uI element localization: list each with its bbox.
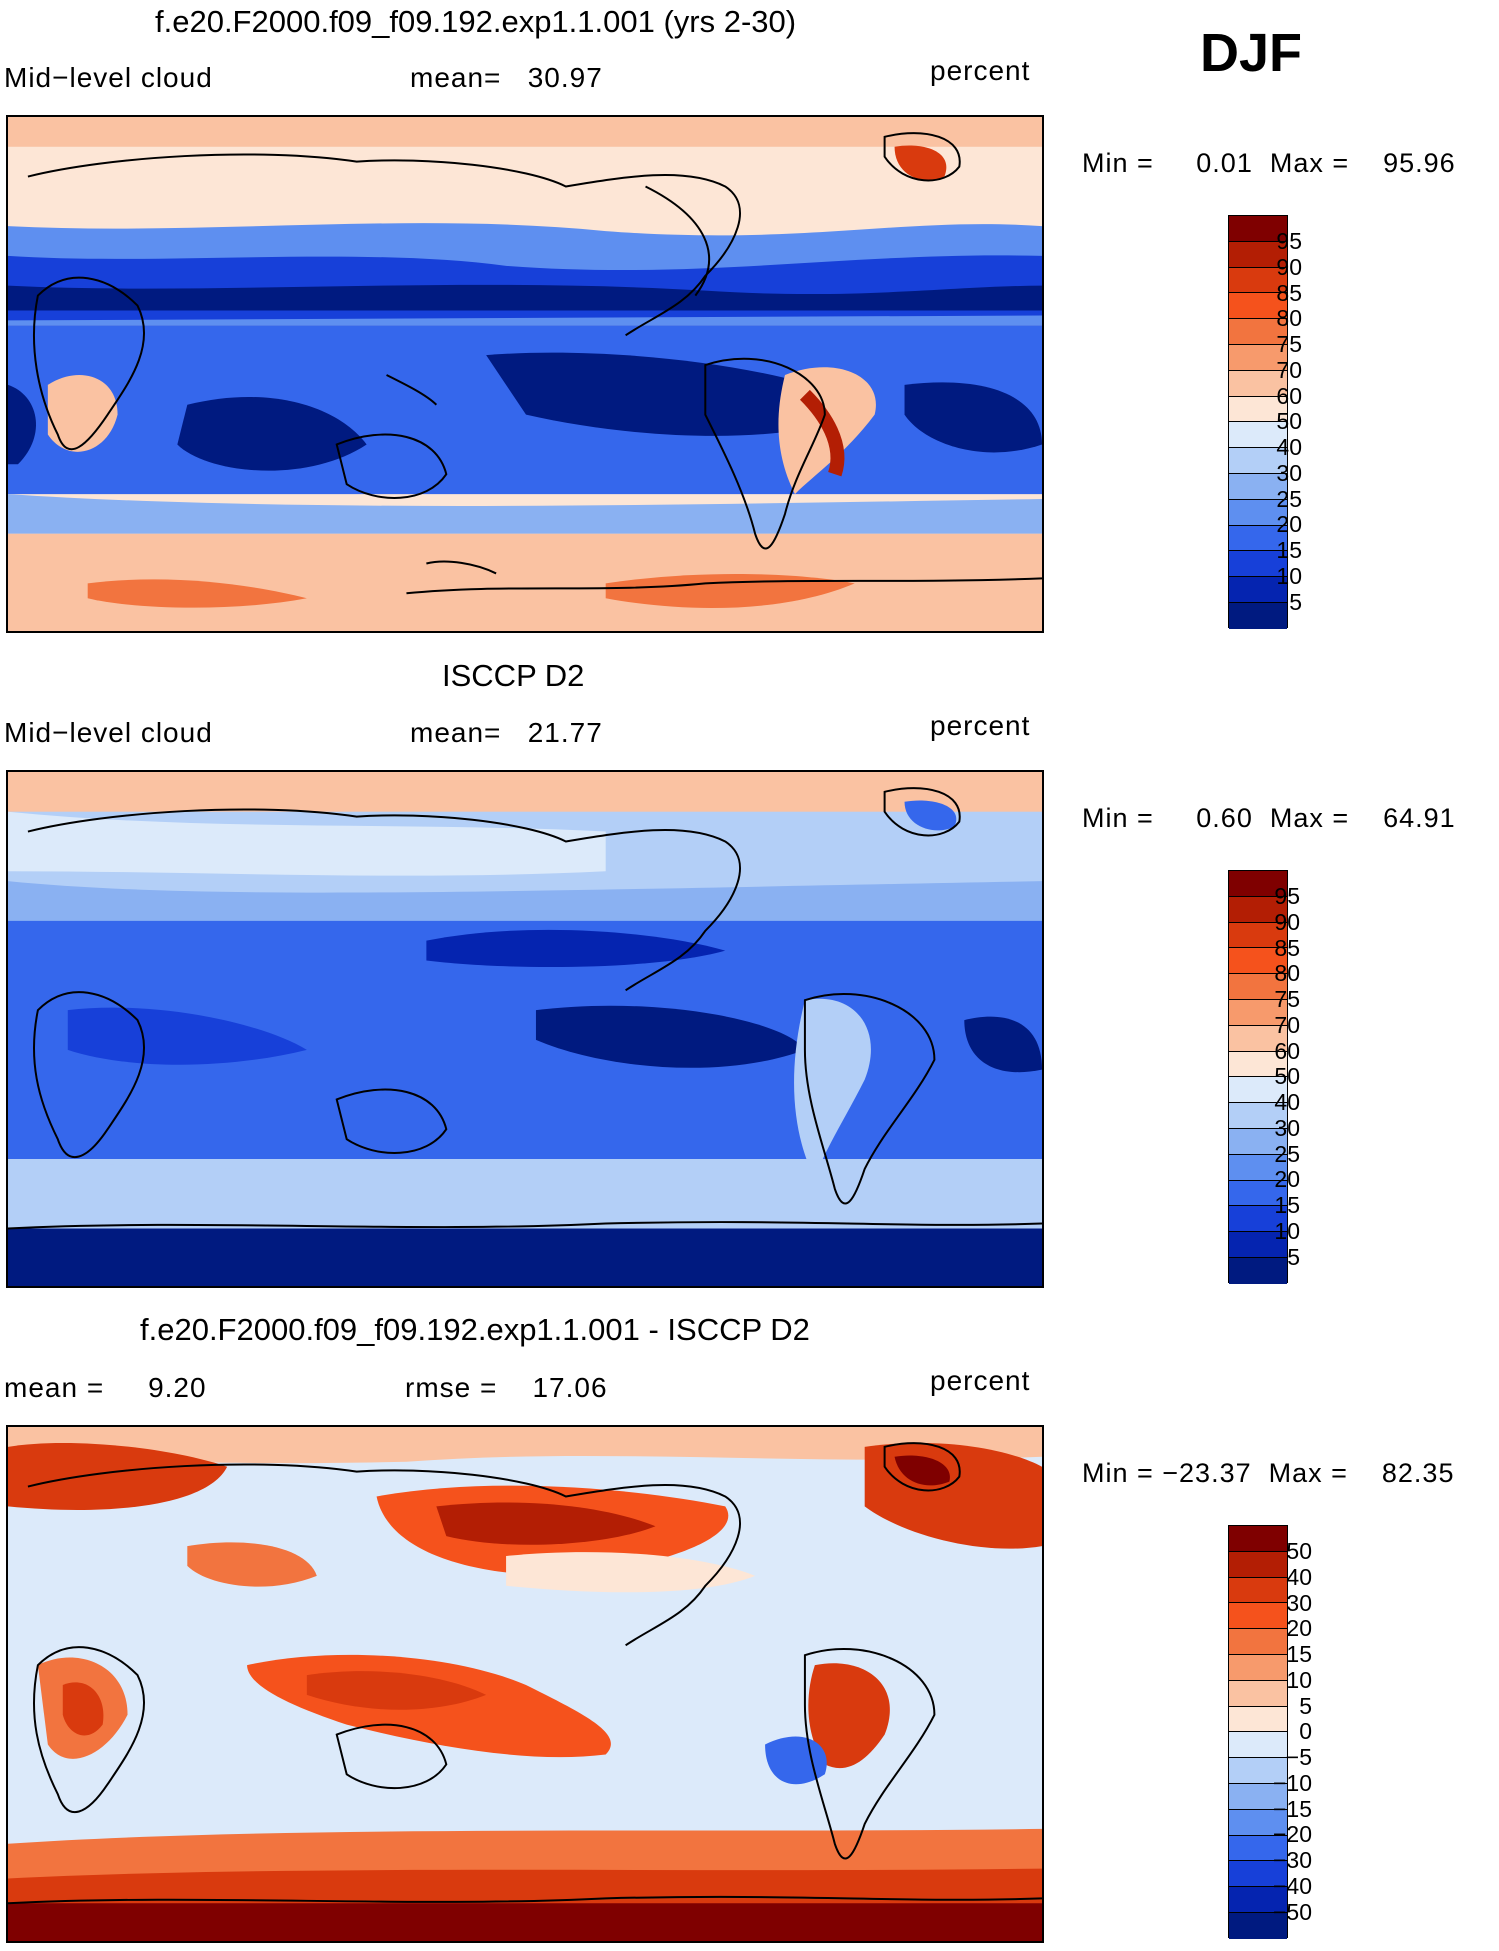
colorbar-label: −20 [1272, 1821, 1312, 1847]
colorbar-label: −30 [1272, 1847, 1312, 1873]
colorbar-label: 10 [1274, 1218, 1300, 1244]
colorbar-label: 75 [1276, 331, 1302, 357]
colorbar-label: 15 [1276, 537, 1302, 563]
colorbar-label: 50 [1274, 1063, 1300, 1089]
colorbar-label: 70 [1276, 357, 1302, 383]
colorbar-label: −5 [1285, 1744, 1312, 1770]
colorbar-label: 80 [1274, 960, 1300, 986]
colorbar-label: 15 [1274, 1192, 1300, 1218]
colorbar-label: 5 [1299, 1693, 1312, 1719]
colorbar-label: 90 [1274, 909, 1300, 935]
colorbar-label: 30 [1276, 460, 1302, 486]
colorbar-label: 95 [1274, 883, 1300, 909]
panel-1-mean: mean= 30.97 [410, 62, 603, 93]
panel-1-map [6, 115, 1044, 633]
panel-2-map-field [8, 772, 1042, 1286]
colorbar-label: 10 [1286, 1667, 1312, 1693]
panel-1-colorbar [1228, 215, 1288, 629]
panel-1-units: percent [930, 55, 1031, 86]
colorbar-label: 20 [1276, 511, 1302, 537]
colorbar-label: −10 [1272, 1770, 1312, 1796]
panel-3-map [6, 1425, 1044, 1943]
colorbar-label: 40 [1276, 434, 1302, 460]
colorbar-label: 85 [1274, 935, 1300, 961]
colorbar-label: 30 [1286, 1590, 1312, 1616]
colorbar-label: 70 [1274, 1012, 1300, 1038]
colorbar-label: 40 [1274, 1089, 1300, 1115]
colorbar-label: 80 [1276, 305, 1302, 331]
colorbar-label: 0 [1299, 1718, 1312, 1744]
panel-2-variable: Mid−level cloud [4, 717, 213, 748]
panel-3-map-field [8, 1427, 1042, 1941]
panel-3-title: f.e20.F2000.f09_f09.192.exp1.1.001 - ISC… [140, 1312, 810, 1347]
colorbar-label: 90 [1276, 254, 1302, 280]
colorbar-label: 10 [1276, 563, 1302, 589]
panel-2-title: ISCCP D2 [442, 658, 585, 693]
colorbar-label: 60 [1274, 1038, 1300, 1064]
colorbar-label: −50 [1272, 1899, 1312, 1925]
panel-2-colorbar [1228, 870, 1288, 1284]
panel-1-variable: Mid−level cloud [4, 62, 213, 93]
panel-3-colorbar [1228, 1525, 1288, 1939]
panel-3-units: percent [930, 1365, 1031, 1396]
colorbar-label: 15 [1286, 1641, 1312, 1667]
colorbar-label: 5 [1287, 1244, 1300, 1270]
panel-2-mean: mean= 21.77 [410, 717, 603, 748]
colorbar-label: 40 [1286, 1564, 1312, 1590]
colorbar-label: 30 [1274, 1115, 1300, 1141]
colorbar-label: 20 [1286, 1615, 1312, 1641]
colorbar-label: −15 [1272, 1796, 1312, 1822]
colorbar-label: 25 [1276, 486, 1302, 512]
panel-3-rmse: rmse = 17.06 [405, 1372, 608, 1403]
panel-2-map [6, 770, 1044, 1288]
colorbar-label: −40 [1272, 1873, 1312, 1899]
colorbar-label: 95 [1276, 228, 1302, 254]
colorbar-label: 75 [1274, 986, 1300, 1012]
panel-1-title: f.e20.F2000.f09_f09.192.exp1.1.001 (yrs … [155, 4, 797, 39]
colorbar-label: 5 [1289, 589, 1302, 615]
season-label: DJF [1200, 23, 1303, 83]
panel-2-minmax: Min = 0.60 Max = 64.91 [1082, 803, 1456, 833]
panel-3-mean: mean = 9.20 [4, 1372, 207, 1403]
panel-1-map-field [8, 117, 1042, 631]
colorbar-label: 50 [1276, 408, 1302, 434]
colorbar-label: 85 [1276, 280, 1302, 306]
colorbar-label: 50 [1286, 1538, 1312, 1564]
panel-1-minmax: Min = 0.01 Max = 95.96 [1082, 148, 1456, 178]
colorbar-label: 60 [1276, 383, 1302, 409]
panel-2-units: percent [930, 710, 1031, 741]
panel-3-minmax: Min = −23.37 Max = 82.35 [1082, 1458, 1455, 1488]
colorbar-label: 20 [1274, 1166, 1300, 1192]
colorbar-label: 25 [1274, 1141, 1300, 1167]
